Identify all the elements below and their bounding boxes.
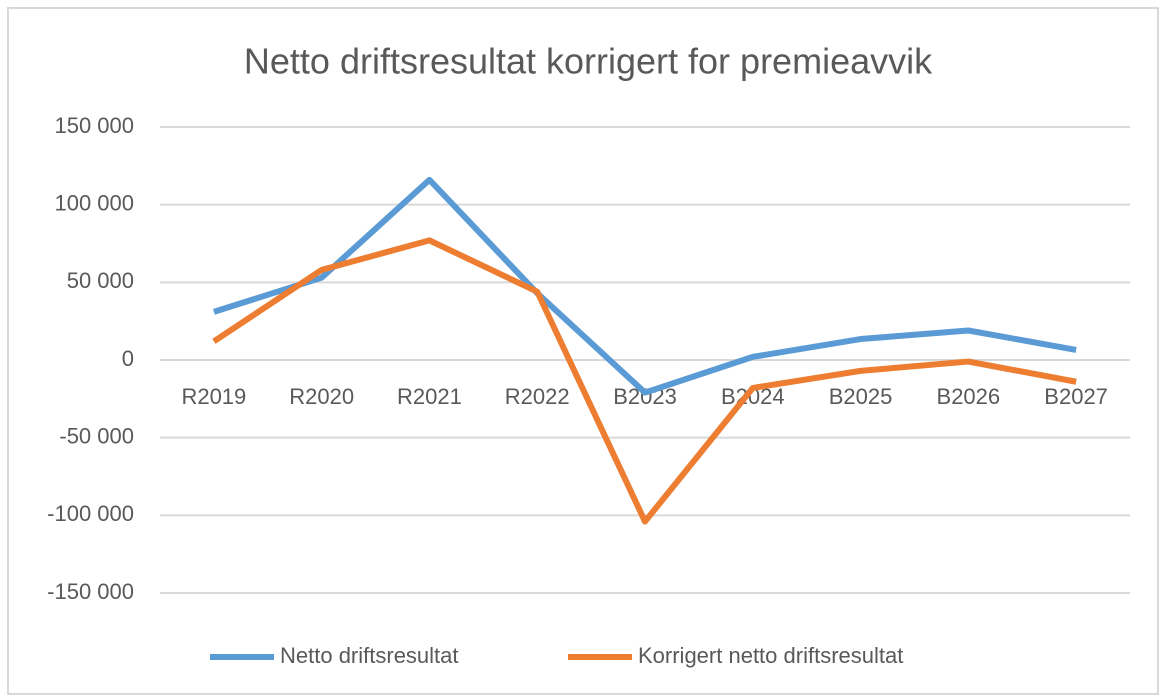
x-tick-label: B2026 bbox=[937, 384, 1001, 409]
series-line bbox=[212, 237, 1077, 525]
y-tick-label: -100 000 bbox=[47, 501, 134, 526]
chart-title: Netto driftsresultat korrigert for premi… bbox=[244, 41, 933, 82]
y-tick-label: 50 000 bbox=[67, 268, 134, 293]
series-line bbox=[212, 176, 1077, 396]
x-tick-label: B2027 bbox=[1044, 384, 1108, 409]
x-tick-label: R2021 bbox=[397, 384, 462, 409]
y-tick-label: 100 000 bbox=[54, 190, 134, 215]
x-tick-label: R2019 bbox=[181, 384, 246, 409]
y-tick-label: -150 000 bbox=[47, 579, 134, 604]
x-tick-label: R2020 bbox=[289, 384, 354, 409]
y-tick-label: -50 000 bbox=[59, 423, 134, 448]
legend-label: Korrigert netto driftsresultat bbox=[638, 643, 903, 668]
y-tick-label: 150 000 bbox=[54, 113, 134, 138]
legend-label: Netto driftsresultat bbox=[280, 643, 459, 668]
x-tick-label: B2025 bbox=[829, 384, 893, 409]
chart-border bbox=[7, 7, 1159, 695]
x-tick-label: R2022 bbox=[505, 384, 570, 409]
y-tick-label: 0 bbox=[122, 346, 134, 371]
